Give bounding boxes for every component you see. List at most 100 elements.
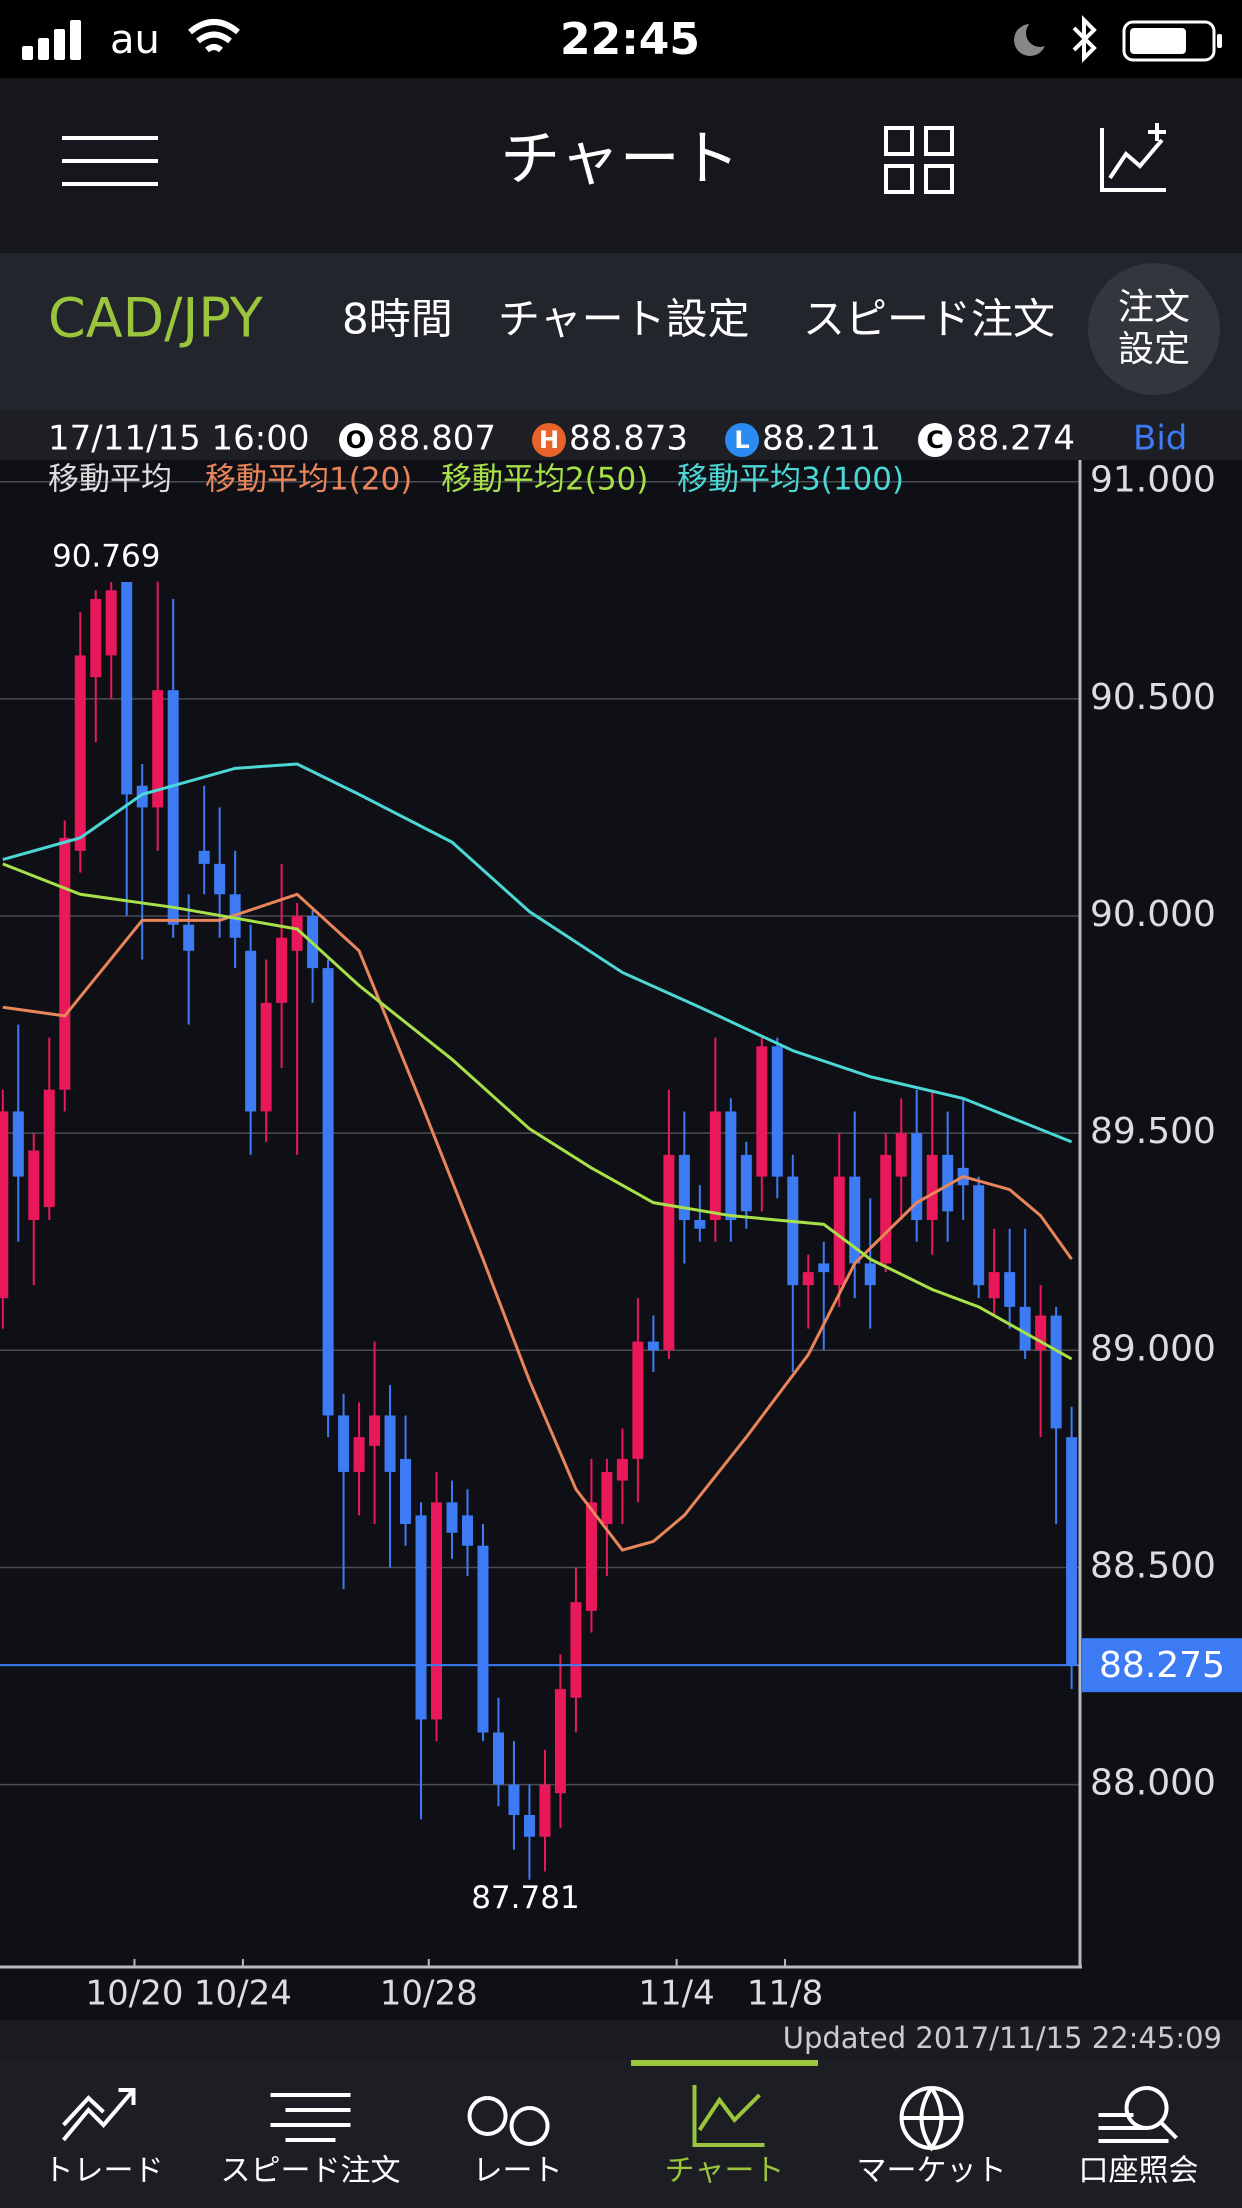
nav-label[interactable]: トレード <box>44 2154 164 2189</box>
header-title: チャート <box>500 125 739 195</box>
candle-body <box>663 1154 675 1351</box>
nav-icon-shape <box>61 2088 136 2142</box>
candle-body <box>446 1502 458 1533</box>
candle-body <box>183 924 195 951</box>
close-badge <box>918 423 952 457</box>
candle-body <box>198 850 210 864</box>
candle-body <box>911 1133 923 1221</box>
candle-body <box>988 1272 1000 1299</box>
quote-high: 88.873 <box>569 419 688 459</box>
candle-body <box>492 1732 504 1785</box>
candle-body <box>121 582 133 795</box>
indicator-button[interactable] <box>1100 123 1166 192</box>
quote-open: 88.807 <box>377 419 496 459</box>
nav-icon <box>899 2086 964 2152</box>
chart-area <box>0 460 1242 2020</box>
nav-label[interactable]: スピード注文 <box>221 2154 401 2189</box>
current-price-label: 88.275 <box>1099 1645 1225 1686</box>
candle-body <box>771 1046 783 1177</box>
menu-button[interactable] <box>62 136 158 186</box>
candle-body <box>647 1341 659 1351</box>
low-label: 87.781 <box>471 1880 579 1916</box>
tab-bar <box>0 253 1242 410</box>
plot <box>0 581 1078 1880</box>
period-tab[interactable]: 8時間 <box>342 295 453 344</box>
candle-body <box>322 968 334 1416</box>
candle-body <box>585 1502 597 1611</box>
chart-settings-tab[interactable]: チャート設定 <box>498 295 750 344</box>
quote-close: 88.274 <box>956 419 1075 459</box>
candle-body <box>260 1002 272 1112</box>
nav-icon <box>467 2096 550 2146</box>
updated-bar <box>0 2020 1242 2060</box>
candle-body <box>880 1154 892 1264</box>
y-tick-label: 88.500 <box>1090 1545 1216 1586</box>
candle-body <box>601 1471 613 1525</box>
nav-label[interactable]: 口座照会 <box>1079 2154 1199 2189</box>
nav-icon-shape <box>270 2093 351 2142</box>
low-badge <box>725 423 759 457</box>
candle-body <box>508 1784 520 1815</box>
high-badge-letter: H <box>539 426 559 454</box>
legend-entry: 移動平均1(20) <box>205 462 412 498</box>
moon-cut <box>1026 19 1054 47</box>
nav-label[interactable]: チャート <box>665 2154 785 2189</box>
nav-label[interactable]: マーケット <box>857 2154 1007 2189</box>
candle-body <box>214 863 226 895</box>
legend-entry: 移動平均3(100) <box>677 462 904 498</box>
candle-body <box>291 916 303 951</box>
pair-tab[interactable]: CAD/JPY <box>48 287 264 350</box>
candle-body <box>740 1154 752 1212</box>
y-tick-label: 88.000 <box>1090 1763 1216 1804</box>
layout-button[interactable] <box>884 126 954 194</box>
open-badge <box>339 423 373 457</box>
candle-body <box>431 1502 443 1720</box>
candle-body <box>632 1341 644 1459</box>
candle-body <box>1019 1306 1031 1351</box>
moving-average <box>2 892 1073 1552</box>
battery-tip <box>1217 34 1222 48</box>
candle-body <box>802 1272 814 1286</box>
nav-label[interactable]: レート <box>473 2154 563 2189</box>
chart: 88.000 88.500 89.000 89.500 90.000 90.500 91.0… <box>0 460 1242 2014</box>
nav-icon <box>692 2085 765 2147</box>
candle-body <box>942 1154 954 1212</box>
quote-datetime: 17/11/15 16:00 <box>48 419 310 459</box>
candle-body <box>694 1220 706 1229</box>
candle-body <box>0 1111 9 1299</box>
candle-body <box>554 1689 566 1794</box>
bluetooth-icon <box>1072 15 1097 63</box>
quote-bar <box>0 410 1242 460</box>
y-tick-label: 90.000 <box>1090 894 1216 935</box>
candle-body <box>1066 1437 1078 1666</box>
candle-body <box>864 1263 876 1286</box>
speed-order-tab[interactable]: スピード注文 <box>803 295 1055 344</box>
y-tick-label: 89.000 <box>1090 1328 1216 1369</box>
moving-average <box>2 762 1073 1144</box>
candle-body <box>353 1437 365 1472</box>
nav-icon <box>61 2088 136 2142</box>
high-label: 90.769 <box>52 539 160 575</box>
clock: 22:45 <box>560 14 700 65</box>
quote-side: Bid <box>1133 419 1187 459</box>
open-badge-letter: O <box>346 426 366 454</box>
candle-body <box>105 590 117 656</box>
candle-body <box>338 1415 350 1472</box>
nav-icon-shape <box>899 2086 964 2152</box>
candle-body <box>756 1046 768 1177</box>
candle-body <box>245 950 257 1112</box>
x-tick-label: 11/8 <box>747 1974 823 2014</box>
y-tick-label: 91.000 <box>1090 460 1216 501</box>
candle-body <box>709 1111 721 1221</box>
candle-body <box>167 690 179 925</box>
candle-body <box>616 1458 628 1481</box>
nav-icon <box>270 2093 351 2142</box>
candle-body <box>818 1263 830 1273</box>
order-settings-label: 注文 <box>1118 287 1190 328</box>
order-settings-button[interactable] <box>1088 263 1220 395</box>
candle-body <box>477 1545 489 1733</box>
nav-icon-shape <box>1098 2086 1178 2143</box>
x-tick-label: 10/28 <box>380 1974 478 2014</box>
candle-body <box>400 1458 412 1525</box>
battery-level <box>1130 28 1186 54</box>
